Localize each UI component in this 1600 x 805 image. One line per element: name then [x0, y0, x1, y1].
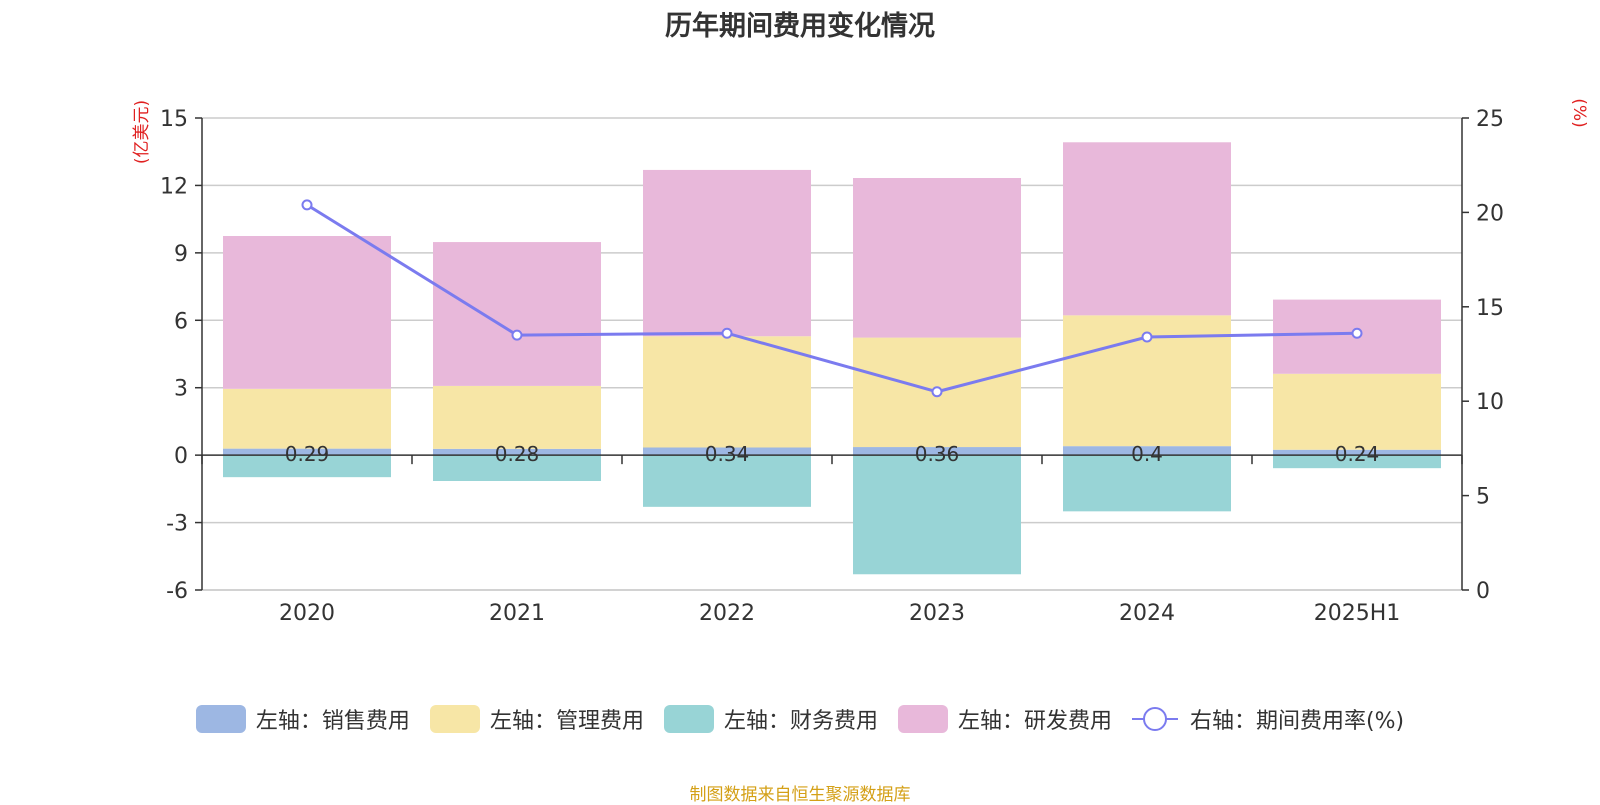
- rate-point: [301, 199, 313, 211]
- x-axis-tick-label: 2024: [1119, 601, 1175, 626]
- bar-admin-2025H1: [1273, 373, 1441, 450]
- legend-item-finance[interactable]: 左轴：财务费用: [663, 703, 878, 735]
- legend-label: 左轴：研发费用: [957, 709, 1112, 734]
- legend-item-rd[interactable]: 左轴：研发费用: [897, 703, 1112, 735]
- legend-swatch: [195, 705, 246, 733]
- bar-finance-2022: [643, 455, 811, 507]
- bar-finance-2020: [223, 455, 391, 478]
- left-axis-tick-label: 3: [174, 377, 188, 402]
- right-axis-tick-label: 0: [1476, 579, 1490, 604]
- x-axis-tick-label: 2020: [279, 601, 335, 626]
- bar-rd-2021: [433, 242, 601, 386]
- bar-sales-2025H1: [1273, 449, 1441, 456]
- bar-sales-2024: [1063, 446, 1231, 456]
- left-axis-tick-label: 9: [174, 242, 188, 267]
- right-axis-tick-label: 15: [1476, 296, 1504, 321]
- right-axis-tick-label: 20: [1476, 201, 1504, 226]
- right-axis-unit-label: (%): [1569, 98, 1589, 127]
- data-label: 0.28: [495, 442, 540, 466]
- x-axis-tick-label: 2022: [699, 601, 755, 626]
- legend-label: 左轴：财务费用: [723, 709, 878, 734]
- chart-title: 历年期间费用变化情况: [665, 11, 935, 42]
- bar-sales-2020: [223, 448, 391, 456]
- rate-point: [721, 327, 733, 339]
- rate-line: [306, 203, 1358, 394]
- legend-swatch: [429, 705, 480, 733]
- bar-finance-2023: [853, 455, 1021, 575]
- data-label: 0.36: [915, 442, 960, 466]
- rate-point: [1351, 327, 1363, 339]
- bar-rd-2023: [853, 178, 1021, 338]
- bar-finance-2024: [1063, 455, 1231, 512]
- chart-legend: 左轴：销售费用 左轴：管理费用 左轴：财务费用 左轴：研发费用 右轴：期间费用率(%): [0, 703, 1600, 735]
- left-axis-tick-label: 15: [160, 107, 188, 132]
- legend-swatch: [897, 705, 948, 733]
- left-axis-unit-label: (亿美元): [132, 100, 152, 164]
- x-axis-tick-label: 2023: [909, 601, 965, 626]
- left-axis-tick-label: -3: [166, 512, 188, 537]
- legend-item-admin[interactable]: 左轴：管理费用: [429, 703, 644, 735]
- bar-rd-2024: [1063, 142, 1231, 316]
- rate-point: [931, 386, 943, 398]
- bar-sales-2023: [853, 447, 1021, 456]
- left-axis-tick-label: 12: [160, 174, 188, 199]
- bar-sales-2021: [433, 448, 601, 456]
- right-axis-tick-label: 25: [1476, 107, 1504, 132]
- bar-rd-2022: [643, 169, 811, 337]
- data-label: 0.29: [285, 442, 330, 466]
- bar-sales-2022: [643, 447, 811, 456]
- legend-label: 左轴：销售费用: [255, 709, 410, 734]
- right-axis-tick-label: 10: [1476, 390, 1504, 415]
- left-axis-tick-label: 0: [174, 444, 188, 469]
- data-label: 0.4: [1131, 442, 1163, 466]
- legend-swatch: [663, 705, 714, 733]
- legend-label: 左轴：管理费用: [489, 709, 644, 734]
- legend-item-sales[interactable]: 左轴：销售费用: [195, 703, 410, 735]
- left-axis-tick-label: -6: [166, 579, 188, 604]
- right-axis-tick-label: 5: [1476, 485, 1490, 510]
- bar-admin-2021: [433, 385, 601, 449]
- rate-point: [1141, 331, 1153, 343]
- legend-label: 右轴：期间费用率(%): [1189, 709, 1405, 734]
- rate-point: [511, 329, 523, 341]
- data-label: 0.34: [705, 442, 750, 466]
- bar-finance-2021: [433, 455, 601, 481]
- bar-admin-2020: [223, 388, 391, 449]
- x-axis-tick-label: 2025H1: [1314, 601, 1401, 626]
- bar-finance-2025H1: [1273, 455, 1441, 469]
- bar-admin-2022: [643, 336, 811, 448]
- bar-rd-2020: [223, 236, 391, 389]
- x-axis-tick-label: 2021: [489, 601, 545, 626]
- left-axis-tick-label: 6: [174, 309, 188, 334]
- legend-item-rate[interactable]: 右轴：期间费用率(%): [1131, 703, 1405, 735]
- data-label: 0.24: [1335, 442, 1380, 466]
- legend-line-marker-icon: [1131, 705, 1178, 733]
- data-source-note: 制图数据来自恒生聚源数据库: [689, 785, 911, 805]
